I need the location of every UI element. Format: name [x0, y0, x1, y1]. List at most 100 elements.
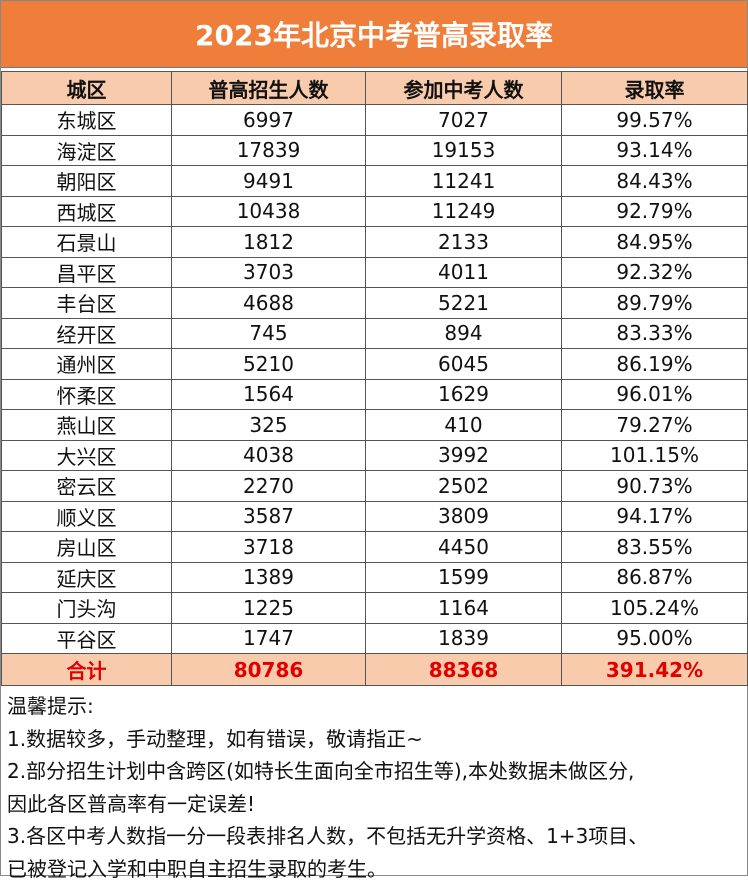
cell: 密云区: [1, 470, 172, 502]
cell: 9491: [171, 165, 366, 197]
cell: 1839: [365, 622, 562, 654]
cell: 1564: [171, 378, 366, 410]
row: 门头沟 1225 1164 105.24%: [1, 592, 748, 624]
cell: 11241: [365, 165, 562, 197]
cell: 101.15%: [561, 439, 748, 471]
cell: 83.33%: [561, 317, 748, 349]
total-cell: 80786: [171, 653, 366, 686]
cell: 1629: [365, 378, 562, 410]
cell: 通州区: [1, 348, 172, 380]
notes-title: 温馨提示:: [7, 694, 94, 718]
total-cell: 88368: [365, 653, 562, 686]
cell: 894: [365, 317, 562, 349]
total-row: 合计 80786 88368 391.42%: [1, 653, 748, 686]
cell: 745: [171, 317, 366, 349]
row: 海淀区 17839 19153 93.14%: [1, 134, 748, 166]
row: 怀柔区 1564 1629 96.01%: [1, 378, 748, 410]
cell: 3703: [171, 256, 366, 288]
header-cell: 普高招生人数: [171, 71, 366, 105]
cell: 2270: [171, 470, 366, 502]
cell: 325: [171, 409, 366, 441]
title: 2023年北京中考普高录取率: [1, 1, 747, 68]
row: 燕山区 325 410 79.27%: [1, 409, 748, 441]
row: 平谷区 1747 1839 95.00%: [1, 622, 748, 654]
cell: 门头沟: [1, 592, 172, 624]
cell: 410: [365, 409, 562, 441]
cell: 1164: [365, 592, 562, 624]
cell: 3809: [365, 500, 562, 532]
cell: 顺义区: [1, 500, 172, 532]
cell: 1225: [171, 592, 366, 624]
cell: 朝阳区: [1, 165, 172, 197]
cell: 怀柔区: [1, 378, 172, 410]
cell: 1599: [365, 561, 562, 593]
cell: 昌平区: [1, 256, 172, 288]
row: 朝阳区 9491 11241 84.43%: [1, 165, 748, 197]
cell: 11249: [365, 195, 562, 227]
cell: 3718: [171, 531, 366, 563]
cell: 83.55%: [561, 531, 748, 563]
cell: 95.00%: [561, 622, 748, 654]
cell: 10438: [171, 195, 366, 227]
row: 通州区 5210 6045 86.19%: [1, 348, 748, 380]
row: 延庆区 1389 1599 86.87%: [1, 561, 748, 593]
cell: 2502: [365, 470, 562, 502]
cell: 5210: [171, 348, 366, 380]
total-cell: 合计: [1, 653, 172, 686]
cell: 延庆区: [1, 561, 172, 593]
row: 昌平区 3703 4011 92.32%: [1, 256, 748, 288]
cell: 3587: [171, 500, 366, 532]
cell: 经开区: [1, 317, 172, 349]
note-line: 因此各区普高率有一定误差!: [7, 791, 256, 816]
notes: 温馨提示: 1.数据较多，手动整理，如有错误，敬请指正~ 2.部分招生计划中含跨区…: [1, 686, 747, 889]
row: 经开区 745 894 83.33%: [1, 317, 748, 349]
cell: 4450: [365, 531, 562, 563]
cell: 96.01%: [561, 378, 748, 410]
cell: 4038: [171, 439, 366, 471]
row: 西城区 10438 11249 92.79%: [1, 195, 748, 227]
row: 房山区 3718 4450 83.55%: [1, 531, 748, 563]
cell: 17839: [171, 134, 366, 166]
note-line: 2.部分招生计划中含跨区(如特长生面向全市招生等),本处数据未做区分,: [7, 759, 635, 783]
cell: 93.14%: [561, 134, 748, 166]
row: 密云区 2270 2502 90.73%: [1, 470, 748, 502]
cell: 4011: [365, 256, 562, 288]
cell: 房山区: [1, 531, 172, 563]
cell: 1747: [171, 622, 366, 654]
header-cell: 录取率: [561, 71, 748, 105]
header-cell: 参加中考人数: [365, 71, 562, 105]
cell: 86.19%: [561, 348, 748, 380]
row: 丰台区 4688 5221 89.79%: [1, 287, 748, 319]
cell: 92.32%: [561, 256, 748, 288]
row: 石景山 1812 2133 84.95%: [1, 226, 748, 258]
cell: 86.87%: [561, 561, 748, 593]
header-cell: 城区: [1, 71, 172, 105]
cell: 大兴区: [1, 439, 172, 471]
cell: 1389: [171, 561, 366, 593]
cell: 东城区: [1, 104, 172, 136]
cell: 6045: [365, 348, 562, 380]
cell: 6997: [171, 104, 366, 136]
cell: 7027: [365, 104, 562, 136]
row: 顺义区 3587 3809 94.17%: [1, 500, 748, 532]
cell: 90.73%: [561, 470, 748, 502]
cell: 2133: [365, 226, 562, 258]
cell: 19153: [365, 134, 562, 166]
cell: 99.57%: [561, 104, 748, 136]
cell: 89.79%: [561, 287, 748, 319]
table: 城区 普高招生人数 参加中考人数 录取率 东城区 6997 7027 99.57% 海淀区 17…: [1, 71, 748, 686]
cell: 5221: [365, 287, 562, 319]
note-line: 3.各区中考人数指一分一段表排名人数，不包括无升学资格、1+3项目、: [7, 824, 649, 848]
header-row: 城区 普高招生人数 参加中考人数 录取率: [1, 71, 748, 105]
cell: 石景山: [1, 226, 172, 258]
cell: 丰台区: [1, 287, 172, 319]
cell: 79.27%: [561, 409, 748, 441]
cell: 94.17%: [561, 500, 748, 532]
cell: 西城区: [1, 195, 172, 227]
cell: 92.79%: [561, 195, 748, 227]
cell: 燕山区: [1, 409, 172, 441]
note-line: 已被登记入学和中职自主招生录取的考生。: [7, 856, 387, 881]
cell: 1812: [171, 226, 366, 258]
cell: 3992: [365, 439, 562, 471]
